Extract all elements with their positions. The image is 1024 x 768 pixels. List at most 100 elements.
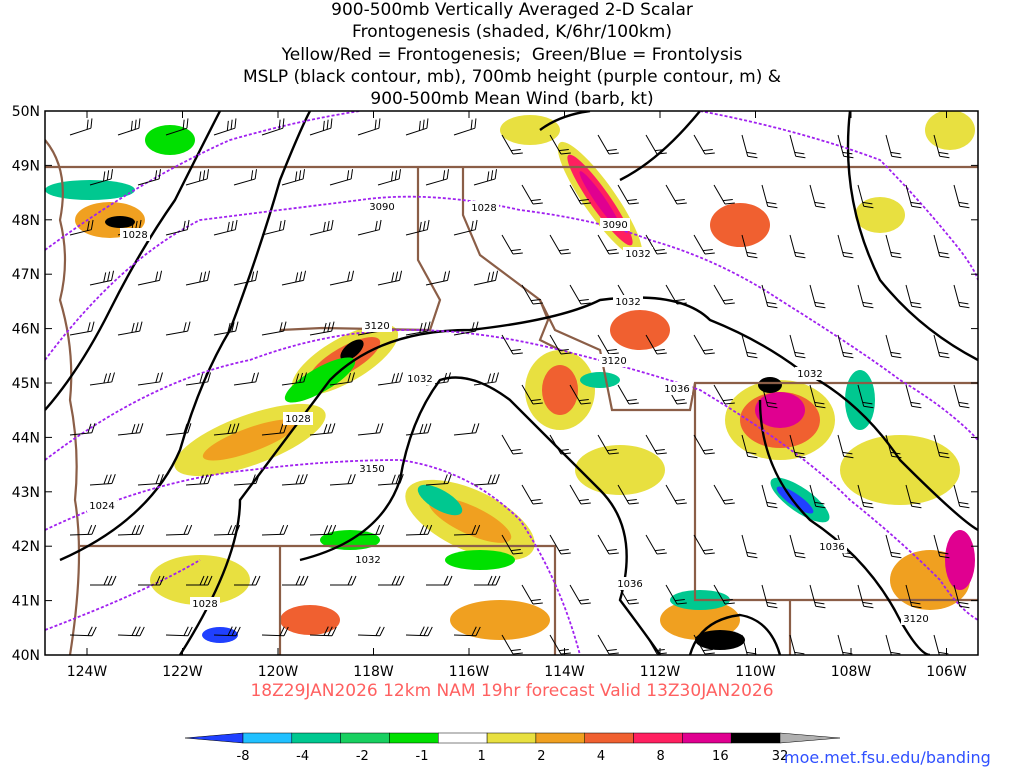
wind-barb [261,219,286,236]
height-label-bg [367,200,397,213]
wind-barb [857,184,874,209]
wind-barb [165,118,189,136]
wind-barb [761,184,778,209]
wind-barb [885,434,902,459]
colorbar-segment [486,732,537,744]
height-label-bg [600,218,630,231]
wind-barb [597,234,619,255]
title-line-3: Yellow/Red = Frontogenesis; Green/Blue =… [281,45,743,65]
wind-barb [261,321,287,336]
wind-barb [713,484,735,505]
wind-barb [89,372,115,386]
wind-barb [473,270,499,286]
wind-barb [377,372,403,386]
wind-barb [837,134,854,159]
wind-barb [233,372,259,386]
wind-barb [617,184,639,205]
wind-barb [281,372,307,386]
wind-barb [213,118,237,136]
colorbar-tick-label: 4 [597,749,605,764]
colorbar-segment [389,732,439,744]
wind-barb [165,321,191,336]
mslp-label-bg [190,597,220,610]
mslp-label-bg [613,295,643,308]
wind-barb [645,334,667,355]
wind-barb [233,169,258,186]
lat-label: 50N [12,104,40,120]
colorbar-tick-label: -1 [416,749,429,764]
wind-barb [378,575,405,586]
frontolysis-shading [45,180,875,650]
wind-barb [549,634,571,655]
wind-barb [69,219,94,236]
wind-barb [213,219,238,236]
wind-barb [761,384,778,409]
wind-barb [453,423,480,436]
wind-barb [501,634,523,655]
wind-barb [357,423,384,436]
wind-barb [665,584,687,605]
wind-barb [885,234,902,259]
wind-barb [185,270,211,286]
colorbar-segment [584,732,634,744]
wind-barb [261,626,289,637]
height-label-bg [901,612,931,625]
mslp-label: 1032 [407,374,432,385]
lon-label: 116W [449,664,490,680]
height-label: 3150 [359,464,384,475]
longitude-axis: 124W 122W 120W 118W 116W 114W 112W 110W 108W 106W [67,111,967,680]
height-label: 3120 [601,356,626,367]
wind-barb [741,634,757,655]
wind-barb [857,584,874,609]
wind-barb [233,270,259,286]
wind-barb [569,584,591,605]
colorbar-tick-label: 32 [772,749,789,764]
wind-barb [357,118,381,136]
wind-barb [377,270,403,286]
wind-barb [741,434,758,459]
wind-barb [789,434,806,459]
mslp-label: 1028 [471,203,496,214]
wind-barb [597,534,619,555]
wind-barb [789,234,806,259]
mslp-label-bg [795,367,825,380]
wind-barb [693,134,715,155]
wind-barb [521,284,543,305]
lat-label: 49N [12,158,40,174]
wind-barb [137,169,162,186]
height-contours [45,111,978,655]
wind-barb [501,234,523,255]
lat-label: 47N [12,267,40,283]
wind-barb [741,234,758,259]
height-label-bg [599,354,629,367]
lat-label: 46N [12,322,40,338]
wind-barb [713,584,735,605]
mslp-label: 1028 [192,599,217,610]
wind-barb [165,219,190,236]
wind-barb [282,575,309,586]
forecast-valid-line: 18Z29JAN2026 12km NAM 19hr forecast Vali… [250,681,774,701]
mslp-label-bg [283,412,313,425]
wind-barb [474,575,501,586]
wind-barb [665,484,687,505]
lat-label: 42N [12,539,40,555]
wind-barb [405,423,432,436]
wind-barb [213,321,239,336]
wind-barb [617,384,639,405]
wind-barb [597,134,619,155]
lon-label: 122W [162,664,203,680]
lon-label: 114W [544,664,585,680]
lon-label: 108W [831,664,872,680]
colorbar-tick-label: 16 [712,749,729,764]
wind-barb [309,524,337,536]
wind-barb [329,474,356,486]
wind-barb [521,584,543,605]
wind-barb [645,134,667,155]
wind-barb [261,118,285,136]
lon-label: 106W [926,664,967,680]
wind-barb [69,524,97,536]
wind-barb [405,321,431,336]
wind-barb [453,321,479,336]
wind-barb [905,584,922,609]
wind-barb [713,284,735,305]
